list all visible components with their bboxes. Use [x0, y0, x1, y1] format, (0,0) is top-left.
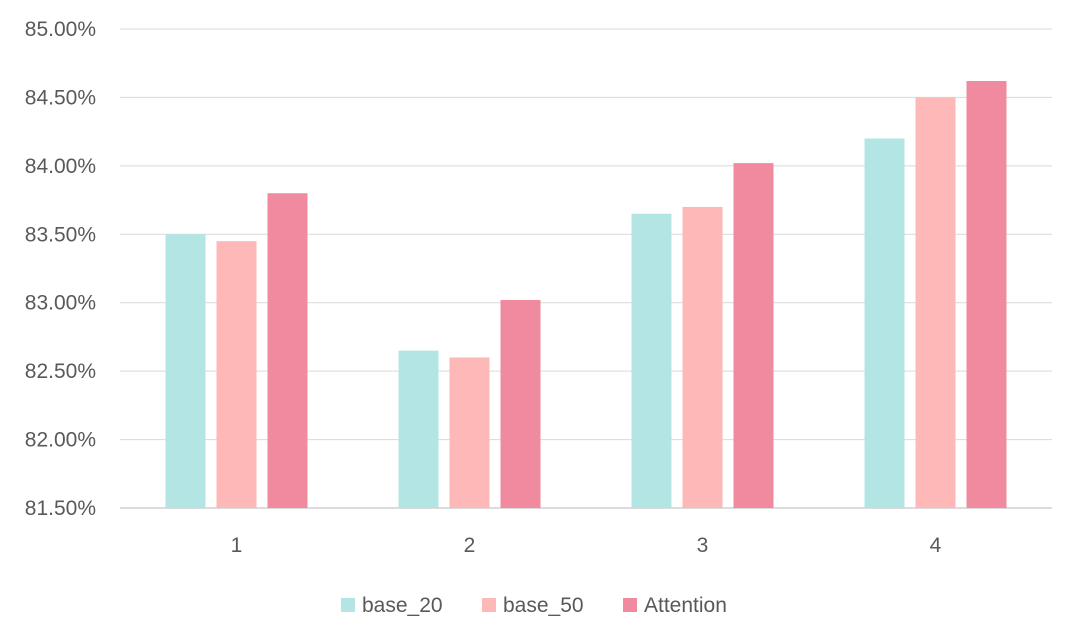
bar-base_20-1	[165, 234, 206, 509]
bar-base_50-3	[682, 206, 723, 508]
legend-swatch	[482, 598, 496, 612]
legend-swatch	[341, 598, 355, 612]
x-tick-label: 4	[930, 534, 942, 557]
bar-base_20-2	[398, 350, 439, 508]
bar-base_20-3	[631, 213, 672, 508]
x-axis-ticks: 1 2 3 4	[231, 534, 942, 557]
bar-attention-4	[966, 81, 1007, 509]
y-tick-label: 85.00%	[25, 18, 96, 41]
gridlines	[120, 28, 1052, 509]
legend-label: base_50	[503, 594, 584, 617]
bar-attention-2	[500, 299, 541, 508]
x-tick-label: 2	[464, 534, 476, 557]
y-tick-label: 83.50%	[25, 223, 96, 246]
y-tick-label: 84.00%	[25, 155, 96, 178]
y-tick-label: 82.50%	[25, 360, 96, 383]
legend-swatch	[623, 598, 637, 612]
bar-base_50-4	[915, 97, 956, 508]
bar-base_50-1	[216, 241, 257, 508]
bar-attention-3	[733, 163, 774, 508]
bar-base_20-4	[864, 138, 905, 508]
legend: base_20 base_50 Attention	[341, 594, 727, 617]
y-axis-ticks: 81.50% 82.00% 82.50% 83.00% 83.50% 84.00% 84.5…	[25, 18, 96, 520]
bars	[165, 81, 1007, 509]
y-tick-label: 81.50%	[25, 497, 96, 520]
y-tick-label: 83.00%	[25, 292, 96, 315]
bar-attention-1	[267, 193, 308, 508]
y-tick-label: 82.00%	[25, 429, 96, 452]
y-tick-label: 84.50%	[25, 86, 96, 109]
legend-label: base_20	[362, 594, 443, 617]
bar-base_50-2	[449, 357, 490, 508]
x-tick-label: 1	[231, 534, 243, 557]
legend-label: Attention	[644, 594, 727, 617]
x-tick-label: 3	[697, 534, 709, 557]
